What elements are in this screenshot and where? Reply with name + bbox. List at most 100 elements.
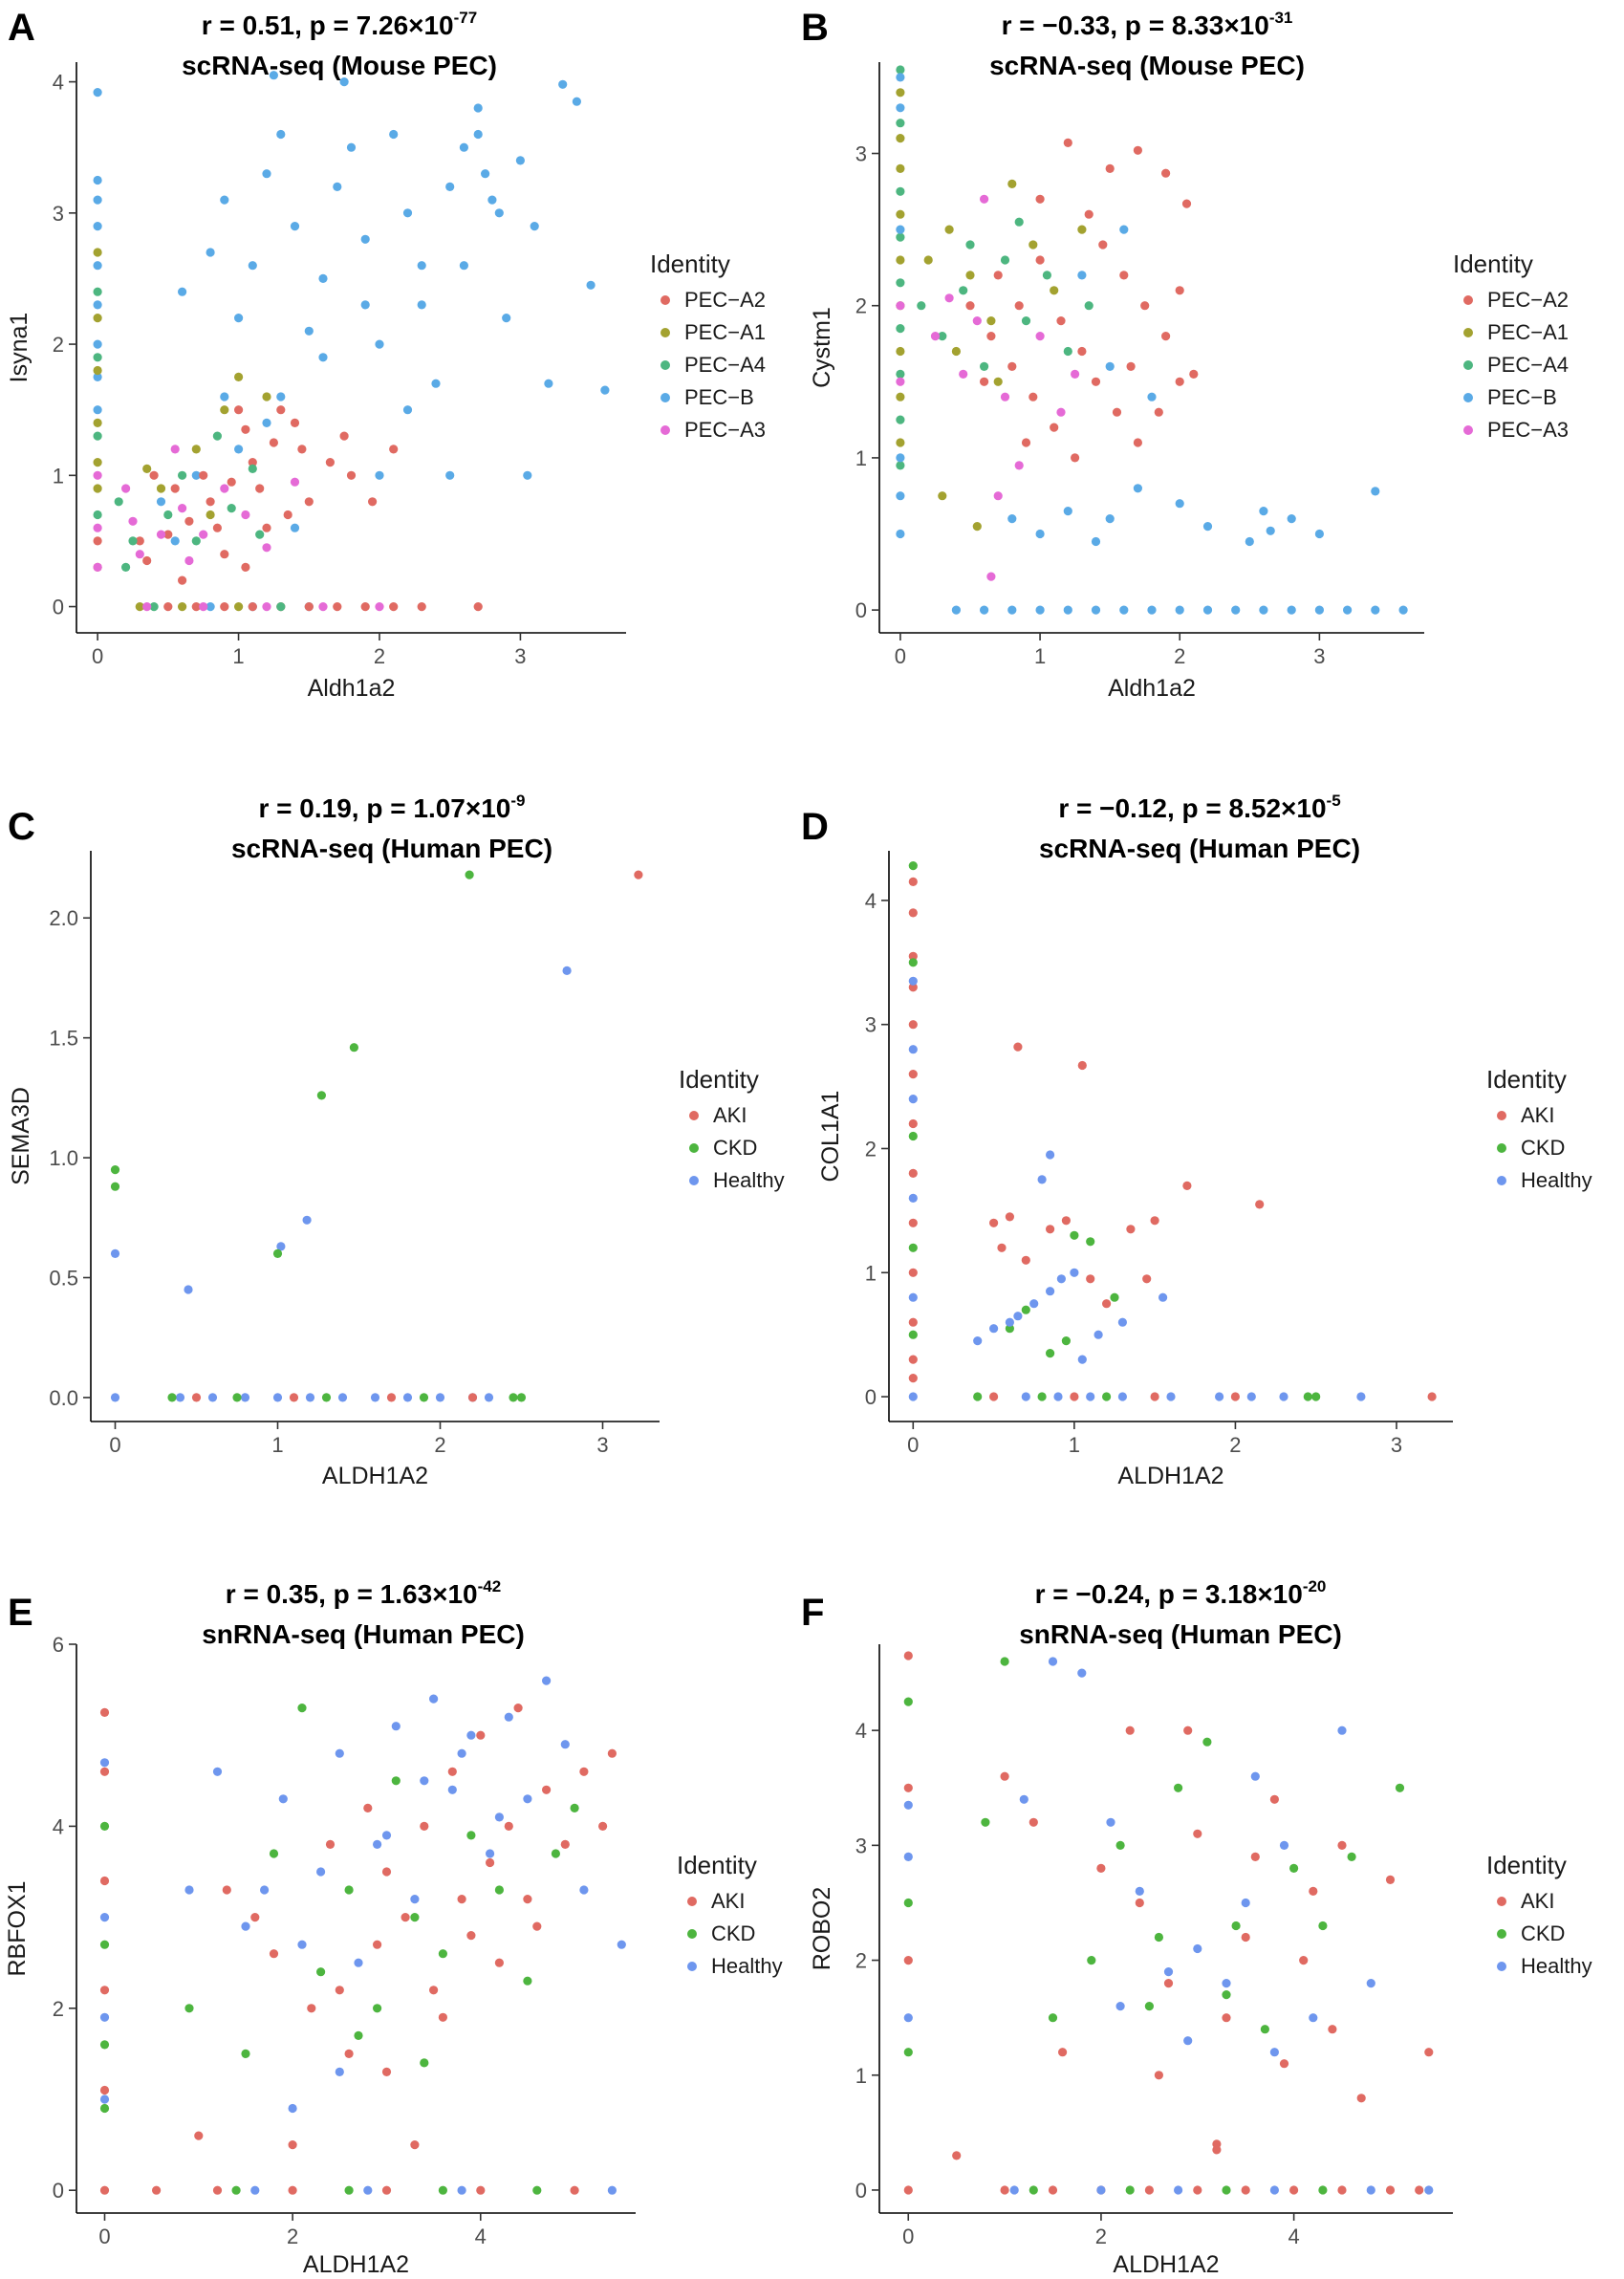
data-point-pec-b bbox=[276, 392, 286, 402]
data-point-healthy bbox=[1366, 1979, 1375, 1988]
x-tick-label: 0 bbox=[92, 644, 103, 668]
data-point-pec-a3 bbox=[993, 491, 1003, 501]
data-point-pec-a4 bbox=[1042, 271, 1051, 280]
legend-label: Healthy bbox=[711, 1954, 783, 1978]
data-point-pec-b bbox=[523, 470, 532, 480]
data-point-pec-b bbox=[896, 73, 905, 82]
data-point-aki bbox=[250, 1913, 260, 1922]
data-point-pec-a1 bbox=[972, 522, 982, 532]
data-point-pec-b bbox=[220, 195, 229, 205]
data-point-pec-a4 bbox=[114, 497, 123, 507]
data-point-pec-a4 bbox=[178, 470, 187, 480]
data-point-pec-b bbox=[1035, 529, 1045, 539]
panel-letter: F bbox=[801, 1592, 824, 1634]
data-point-aki bbox=[903, 1783, 913, 1792]
data-point-pec-a1 bbox=[234, 372, 244, 381]
data-point-aki bbox=[1337, 1840, 1347, 1850]
data-point-pec-a1 bbox=[986, 316, 996, 326]
data-point-ckd bbox=[410, 1913, 420, 1922]
data-point-healthy bbox=[989, 1324, 999, 1334]
data-point-ckd bbox=[1222, 2185, 1231, 2195]
data-point-ckd bbox=[1231, 1921, 1241, 1931]
data-points bbox=[99, 1676, 626, 2195]
legend-key-pec-a1 bbox=[660, 328, 670, 337]
data-point-pec-b bbox=[896, 491, 905, 501]
x-tick-label: 3 bbox=[514, 644, 526, 668]
y-tick-label: 0 bbox=[53, 596, 64, 619]
data-point-healthy bbox=[908, 1292, 918, 1302]
data-point-healthy bbox=[1115, 2002, 1125, 2011]
data-point-aki bbox=[989, 1218, 999, 1227]
data-point-pec-a1 bbox=[93, 365, 102, 376]
data-point-aki bbox=[1144, 2185, 1154, 2195]
data-point-aki bbox=[1048, 2185, 1058, 2195]
data-point-pec-b bbox=[1314, 605, 1324, 615]
data-point-pec-b bbox=[1287, 514, 1296, 524]
data-point-pec-a2 bbox=[1126, 361, 1136, 371]
data-point-ckd bbox=[1115, 1840, 1125, 1850]
data-point-ckd bbox=[1202, 1737, 1212, 1747]
data-point-pec-b bbox=[980, 605, 989, 615]
data-point-pec-a4 bbox=[248, 464, 257, 473]
data-point-pec-a1 bbox=[896, 346, 905, 357]
data-point-healthy bbox=[562, 966, 572, 976]
data-point-aki bbox=[1000, 2185, 1009, 2195]
data-point-aki bbox=[908, 1374, 918, 1383]
legend-label: CKD bbox=[1521, 1136, 1565, 1160]
data-point-ckd bbox=[184, 2004, 194, 2013]
data-point-healthy bbox=[1013, 1312, 1023, 1321]
data-point-pec-b bbox=[346, 142, 357, 152]
data-point-pec-a2 bbox=[248, 602, 257, 612]
legend-label: PEC−A1 bbox=[684, 320, 766, 344]
data-point-healthy bbox=[110, 1393, 120, 1402]
data-point-pec-a1 bbox=[93, 314, 102, 323]
legend-key-pec-a3 bbox=[1463, 425, 1473, 435]
legend: Identity AKI CKD Healthy bbox=[677, 1851, 783, 1978]
data-point-ckd bbox=[1347, 1852, 1356, 1861]
data-point-healthy bbox=[457, 1748, 466, 1758]
data-point-pec-a2 bbox=[473, 602, 483, 612]
data-point-ckd bbox=[438, 1949, 447, 1959]
data-point-aki bbox=[269, 1949, 279, 1959]
y-axis-label: COL1A1 bbox=[817, 1091, 844, 1183]
data-point-pec-b bbox=[502, 314, 511, 323]
data-point-aki bbox=[908, 1218, 918, 1227]
data-point-ckd bbox=[1110, 1292, 1119, 1302]
legend-key-healthy bbox=[689, 1176, 699, 1185]
data-point-aki bbox=[1183, 1726, 1193, 1735]
data-point-pec-a3 bbox=[290, 477, 300, 487]
data-point-pec-b bbox=[304, 326, 314, 336]
data-point-healthy bbox=[354, 1958, 363, 1967]
y-tick-label: 3 bbox=[855, 1834, 867, 1857]
y-tick-label: 2 bbox=[53, 1997, 64, 2021]
data-point-pec-b bbox=[220, 392, 229, 402]
data-point-pec-a4 bbox=[1000, 255, 1010, 265]
data-point-pec-a2 bbox=[149, 470, 159, 480]
data-point-pec-b bbox=[1371, 487, 1380, 496]
data-point-healthy bbox=[1070, 1268, 1079, 1277]
data-point-pec-a2 bbox=[283, 510, 292, 520]
data-point-pec-a3 bbox=[220, 484, 229, 493]
data-point-pec-a4 bbox=[93, 510, 102, 520]
data-point-pec-b bbox=[572, 97, 582, 106]
chart-title: r = −0.24, p = 3.18×10-20 bbox=[1035, 1577, 1327, 1609]
x-tick-label: 1 bbox=[232, 644, 244, 668]
data-point-pec-a2 bbox=[1105, 163, 1115, 173]
data-point-healthy bbox=[523, 1794, 532, 1804]
data-point-aki bbox=[1070, 1392, 1079, 1401]
data-point-pec-b bbox=[1202, 522, 1213, 532]
data-point-aki bbox=[1021, 1255, 1030, 1265]
data-point-ckd bbox=[532, 2185, 542, 2195]
data-point-aki bbox=[634, 870, 643, 879]
data-point-pec-a4 bbox=[128, 536, 138, 546]
data-point-pec-b bbox=[1007, 514, 1017, 524]
data-point-pec-a1 bbox=[1077, 225, 1087, 234]
data-point-ckd bbox=[167, 1393, 177, 1402]
data-point-ckd bbox=[1070, 1230, 1079, 1240]
data-point-aki bbox=[429, 1986, 439, 1995]
data-point-healthy bbox=[1309, 2013, 1318, 2023]
data-point-healthy bbox=[485, 1849, 495, 1858]
data-point-pec-a3 bbox=[1035, 332, 1045, 341]
data-point-aki bbox=[1193, 2185, 1202, 2195]
